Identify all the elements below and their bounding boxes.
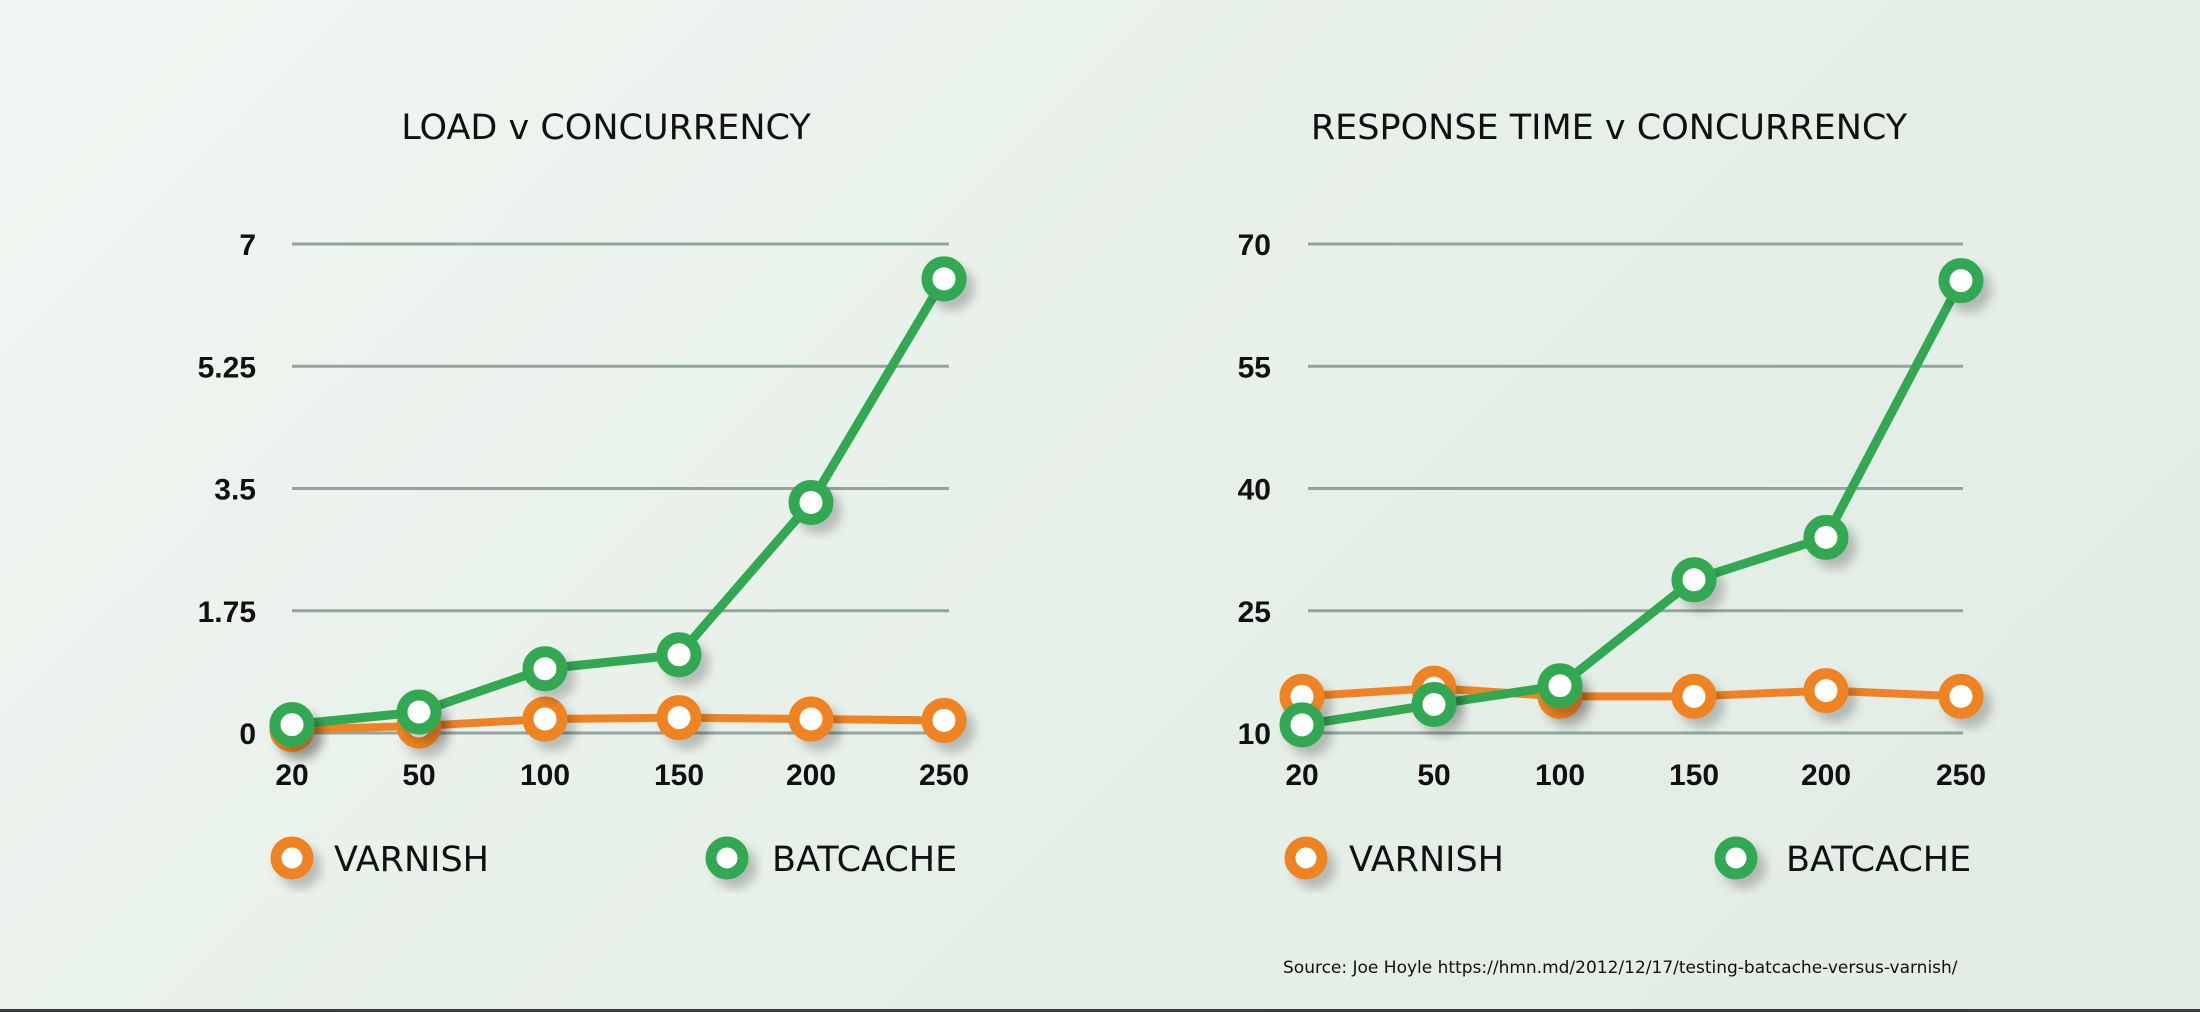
x-tick-label: 20 — [275, 759, 308, 792]
x-tick-label: 150 — [654, 759, 704, 792]
grid-lines — [292, 242, 949, 735]
source-credit: Source: Joe Hoyle https://hmn.md/2012/12… — [1283, 958, 1958, 978]
y-axis-ticks: 10 25 40 55 70 — [1238, 229, 1271, 751]
y-tick-label: 0 — [239, 718, 256, 751]
series-line-batcache — [287, 274, 949, 730]
chart-title: RESPONSE TIME v CONCURRENCY — [1311, 108, 1908, 148]
y-tick-label: 55 — [1238, 351, 1271, 384]
legend-label-batcache: BATCACHE — [772, 840, 957, 880]
legend-marker-varnish — [1284, 836, 1328, 880]
y-tick-label: 40 — [1238, 474, 1271, 507]
x-tick-label: 50 — [402, 759, 435, 792]
x-tick-label: 20 — [1285, 759, 1318, 792]
x-tick-label: 100 — [520, 759, 570, 792]
data-point-batcache — [788, 479, 834, 525]
y-tick-label: 5.25 — [198, 351, 256, 384]
legend-item-varnish: VARNISH — [1284, 836, 1504, 880]
x-tick-label: 50 — [1417, 759, 1450, 792]
x-tick-label: 200 — [1801, 759, 1851, 792]
series-layer — [269, 256, 967, 753]
data-point-varnish — [656, 695, 702, 741]
legend-item-batcache: BATCACHE — [1714, 836, 1971, 880]
x-tick-label: 150 — [1669, 759, 1719, 792]
data-point-batcache — [1803, 514, 1849, 560]
data-point-varnish — [921, 697, 967, 743]
series-line-varnish — [1298, 684, 1965, 701]
y-tick-label: 7 — [239, 229, 256, 262]
data-point-batcache — [921, 256, 967, 302]
data-point-batcache — [1537, 663, 1583, 709]
grid-lines — [1308, 242, 1963, 735]
data-point-varnish — [1671, 673, 1717, 719]
data-point-batcache — [656, 632, 702, 678]
y-tick-label: 3.5 — [214, 474, 256, 507]
legend-item-batcache: BATCACHE — [705, 836, 957, 880]
bottom-rule — [0, 1009, 2200, 1012]
y-tick-label: 10 — [1238, 718, 1271, 751]
data-point-batcache — [269, 702, 315, 748]
data-point-batcache — [522, 646, 568, 692]
legend: VARNISH BATCACHE — [270, 836, 957, 880]
data-point-batcache — [396, 689, 442, 735]
legend-item-varnish: VARNISH — [270, 836, 489, 880]
data-point-varnish — [788, 696, 834, 742]
y-tick-label: 25 — [1238, 596, 1271, 629]
x-tick-label: 250 — [919, 759, 969, 792]
x-tick-label: 100 — [1535, 759, 1585, 792]
load-chart: LOAD v CONCURRENCY 0 1.75 3.5 5.25 7 20 50 100… — [198, 108, 969, 880]
data-point-batcache — [1938, 258, 1984, 304]
legend-label-varnish: VARNISH — [1349, 840, 1504, 880]
data-point-varnish — [1938, 673, 1984, 719]
y-tick-label: 70 — [1238, 229, 1271, 262]
series-layer — [1279, 258, 1984, 748]
x-tick-label: 250 — [1936, 759, 1986, 792]
x-axis-ticks: 20 50 100 150 200 250 — [1285, 759, 1986, 792]
x-tick-label: 200 — [786, 759, 836, 792]
data-point-batcache — [1411, 681, 1457, 727]
data-point-varnish — [522, 696, 568, 742]
data-point-batcache — [1279, 702, 1325, 748]
legend: VARNISH BATCACHE — [1284, 836, 1971, 880]
chart-title: LOAD v CONCURRENCY — [401, 108, 811, 148]
legend-label-varnish: VARNISH — [334, 840, 489, 880]
data-point-varnish — [1803, 668, 1849, 714]
series-line-batcache — [1297, 276, 1966, 730]
y-tick-label: 1.75 — [198, 596, 256, 629]
y-axis-ticks: 0 1.75 3.5 5.25 7 — [198, 229, 256, 751]
legend-marker-batcache — [1714, 836, 1758, 880]
data-point-batcache — [1671, 557, 1717, 603]
x-axis-ticks: 20 50 100 150 200 250 — [275, 759, 969, 792]
legend-label-batcache: BATCACHE — [1786, 840, 1971, 880]
legend-marker-batcache — [705, 836, 749, 880]
response-time-chart: RESPONSE TIME v CONCURRENCY 10 25 40 55 70 2… — [1238, 108, 1986, 880]
legend-marker-varnish — [270, 836, 314, 880]
